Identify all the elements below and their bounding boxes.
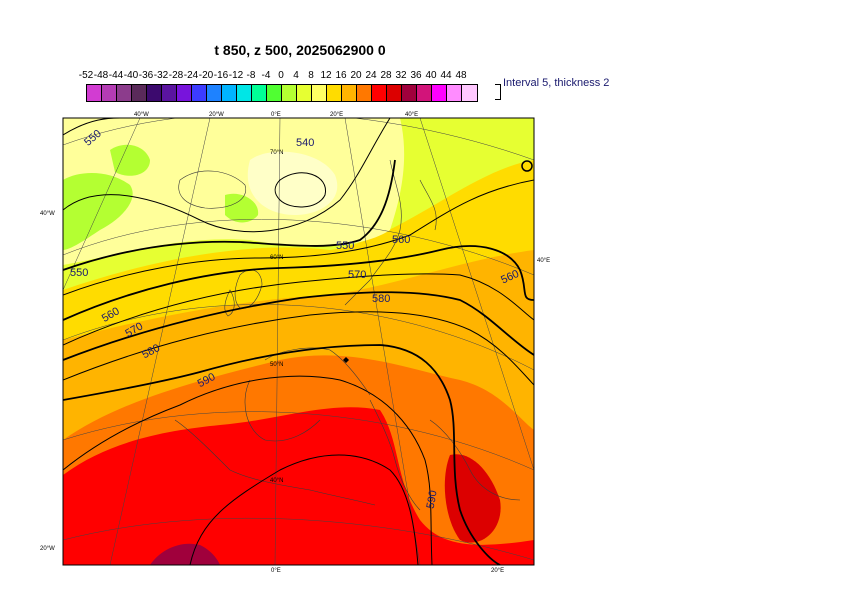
field-cold-core xyxy=(247,151,338,215)
contour-label: 560 xyxy=(392,234,410,246)
lon-label-bottom: 0°E xyxy=(271,568,281,574)
colorbar-label: 16 xyxy=(335,70,347,81)
lat-label-left: 40°W xyxy=(40,211,55,217)
colorbar-label: -16 xyxy=(213,70,229,81)
colorbar-swatch xyxy=(162,85,177,101)
contour-label: 540 xyxy=(296,137,314,149)
colorbar-label: -24 xyxy=(183,70,199,81)
contour-labels: 550 540 550 560 550 570 560 560 570 580 … xyxy=(70,128,521,510)
colorbar-swatch xyxy=(102,85,117,101)
colorbar-swatch xyxy=(327,85,342,101)
colorbar-label: -28 xyxy=(168,70,184,81)
colorbar-label: -12 xyxy=(228,70,244,81)
colorbar-swatch xyxy=(312,85,327,101)
colorbar xyxy=(86,84,478,102)
colorbar-swatch xyxy=(342,85,357,101)
colorbar-label: 44 xyxy=(440,70,452,81)
map-frame xyxy=(62,117,535,566)
colorbar-label: -48 xyxy=(93,70,109,81)
colorbar-label: 0 xyxy=(278,70,284,81)
colorbar-swatch xyxy=(222,85,237,101)
colorbar-swatch xyxy=(357,85,372,101)
axis-tick-labels: 40°W 20°W 0°E 20°E 40°E 0°E 20°E 40°W 20… xyxy=(40,112,550,574)
contour-label: 590 xyxy=(425,489,440,509)
colorbar-label: -4 xyxy=(261,70,271,81)
lat-label-inside: 60°N xyxy=(270,255,283,261)
colorbar-swatch xyxy=(462,85,477,101)
colorbar-swatch xyxy=(192,85,207,101)
colorbar-swatch xyxy=(432,85,447,101)
lat-label-right: 40°E xyxy=(537,258,550,264)
colorbar-label: 24 xyxy=(365,70,377,81)
colorbar-swatch xyxy=(177,85,192,101)
colorbar-swatch xyxy=(87,85,102,101)
colorbar-label: -52 xyxy=(78,70,94,81)
colorbar-label: -32 xyxy=(153,70,169,81)
lon-label-top: 40°E xyxy=(405,112,418,118)
colorbar-swatch xyxy=(267,85,282,101)
colorbar-label: 20 xyxy=(350,70,362,81)
lon-label-top: 20°E xyxy=(330,112,343,118)
colorbar-swatch xyxy=(402,85,417,101)
colorbar-swatch xyxy=(387,85,402,101)
colorbar-swatch xyxy=(207,85,222,101)
field-light-cold-area xyxy=(63,118,405,265)
lon-label-bottom: 20°E xyxy=(491,568,504,574)
colorbar-label: -8 xyxy=(246,70,256,81)
colorbar-label: 4 xyxy=(293,70,299,81)
field-hot-patch-east xyxy=(444,454,501,543)
lat-label-inside: 70°N xyxy=(270,150,283,156)
colorbar-label: -36 xyxy=(138,70,154,81)
field-green-patch-center xyxy=(225,193,259,223)
colorbar-label: 12 xyxy=(320,70,332,81)
colorbar-swatch xyxy=(282,85,297,101)
colorbar-label: -40 xyxy=(123,70,139,81)
contour-label: 550 xyxy=(336,240,354,252)
contour-label: 550 xyxy=(70,267,88,279)
field-green-patch-north xyxy=(110,144,150,176)
colorbar-label: 32 xyxy=(395,70,407,81)
colorbar-swatch xyxy=(132,85,147,101)
graticule xyxy=(63,118,534,565)
colorbar-bracket xyxy=(495,84,501,100)
colorbar-label: -20 xyxy=(198,70,214,81)
field-hot-band xyxy=(63,407,534,565)
temperature-field xyxy=(63,118,534,565)
colorbar-swatch xyxy=(252,85,267,101)
colorbar-swatch xyxy=(147,85,162,101)
contour-label: 580 xyxy=(372,293,390,305)
field-hottest-patch xyxy=(150,543,220,565)
lat-label-inside: 50°N xyxy=(270,362,283,368)
colorbar-swatch xyxy=(117,85,132,101)
plot-title: t 850, z 500, 2025062900 0 xyxy=(214,42,386,58)
colorbar-label: 48 xyxy=(455,70,467,81)
lon-label-top: 20°W xyxy=(209,112,224,118)
colorbar-note: Interval 5, thickness 2 xyxy=(503,77,610,89)
lon-label-top: 40°W xyxy=(134,112,149,118)
colorbar-swatch xyxy=(237,85,252,101)
colorbar-label: 8 xyxy=(308,70,314,81)
colorbar-swatch xyxy=(417,85,432,101)
colorbar-labels: -52 -48 -44 -40 -36 -32 -28 -24 -20 -16 -12 -8 -4 0 4 8… xyxy=(78,70,500,84)
colorbar-label: 36 xyxy=(410,70,422,81)
colorbar-label: 40 xyxy=(425,70,437,81)
height-contours xyxy=(63,118,534,565)
colorbar-label: 28 xyxy=(380,70,392,81)
lat-label-inside: 40°N xyxy=(270,478,283,484)
colorbar-swatch xyxy=(297,85,312,101)
colorbar-label: -44 xyxy=(108,70,124,81)
colorbar-swatch xyxy=(372,85,387,101)
marker-diamond xyxy=(343,357,349,363)
field-green-patch-west xyxy=(63,173,133,250)
colorbar-swatch xyxy=(447,85,462,101)
lat-label-left: 20°W xyxy=(40,546,55,552)
contour-label: 570 xyxy=(348,269,366,281)
lon-label-top: 0°E xyxy=(271,112,281,118)
